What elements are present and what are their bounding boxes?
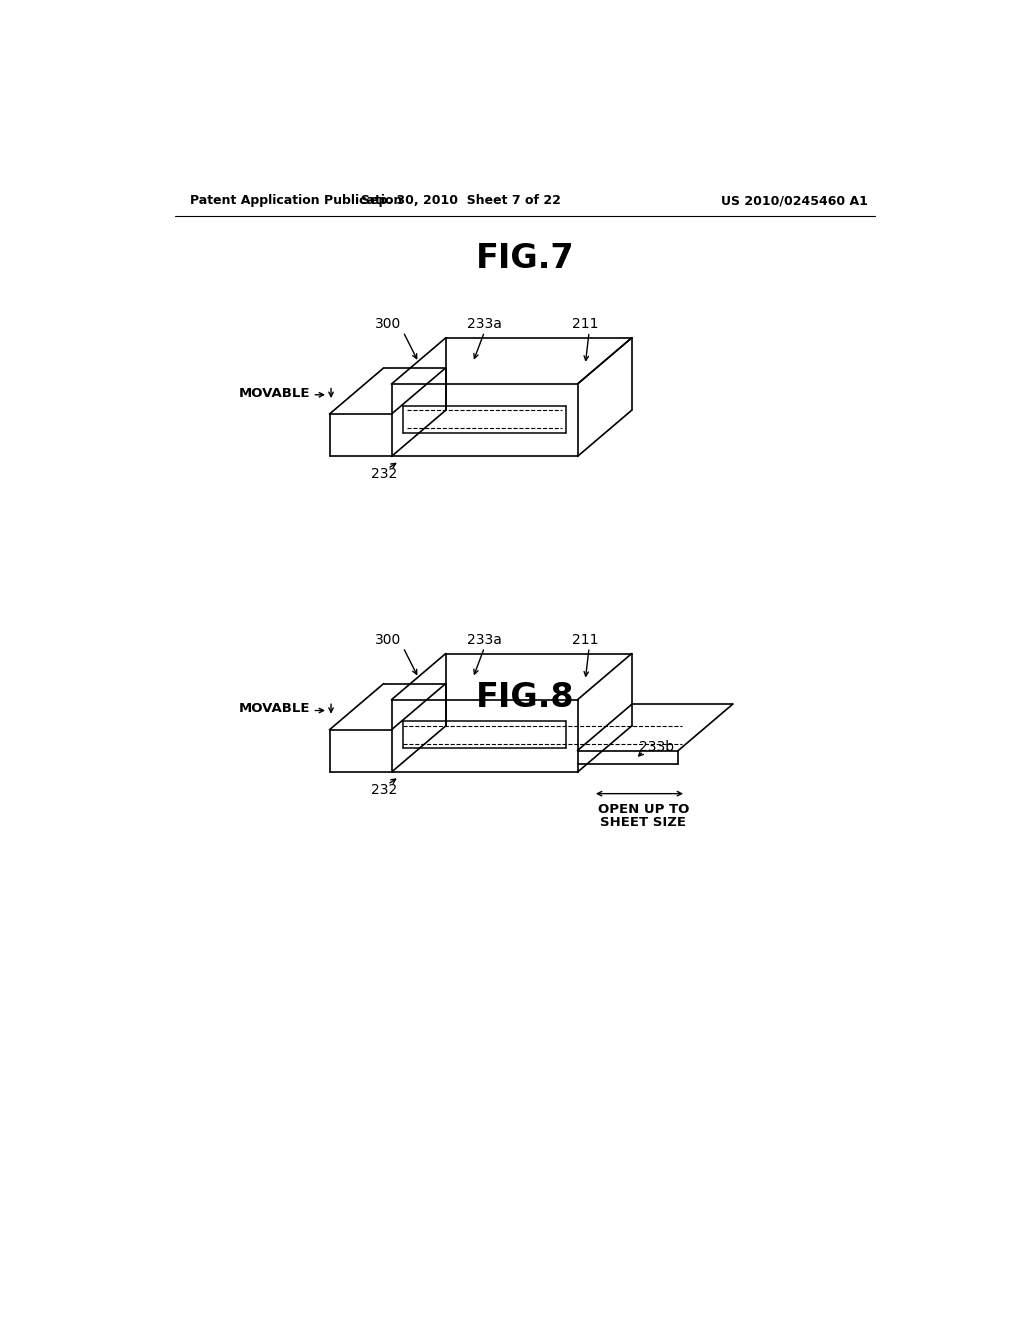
Text: MOVABLE: MOVABLE <box>239 387 310 400</box>
Text: 211: 211 <box>572 632 598 647</box>
Text: 232: 232 <box>371 783 397 797</box>
Text: OPEN UP TO: OPEN UP TO <box>598 803 689 816</box>
Text: FIG.7: FIG.7 <box>475 242 574 275</box>
Text: FIG.8: FIG.8 <box>475 681 574 714</box>
Text: SHEET SIZE: SHEET SIZE <box>600 816 686 829</box>
Text: Sep. 30, 2010  Sheet 7 of 22: Sep. 30, 2010 Sheet 7 of 22 <box>361 194 561 207</box>
Text: 233a: 233a <box>467 317 502 331</box>
Text: US 2010/0245460 A1: US 2010/0245460 A1 <box>721 194 868 207</box>
Text: 211: 211 <box>572 317 598 331</box>
Text: 300: 300 <box>375 632 400 647</box>
Text: 233a: 233a <box>467 632 502 647</box>
Text: Patent Application Publication: Patent Application Publication <box>190 194 402 207</box>
Text: MOVABLE: MOVABLE <box>239 702 310 715</box>
Text: 233b: 233b <box>640 741 675 755</box>
Text: 300: 300 <box>375 317 400 331</box>
Text: 232: 232 <box>371 467 397 480</box>
